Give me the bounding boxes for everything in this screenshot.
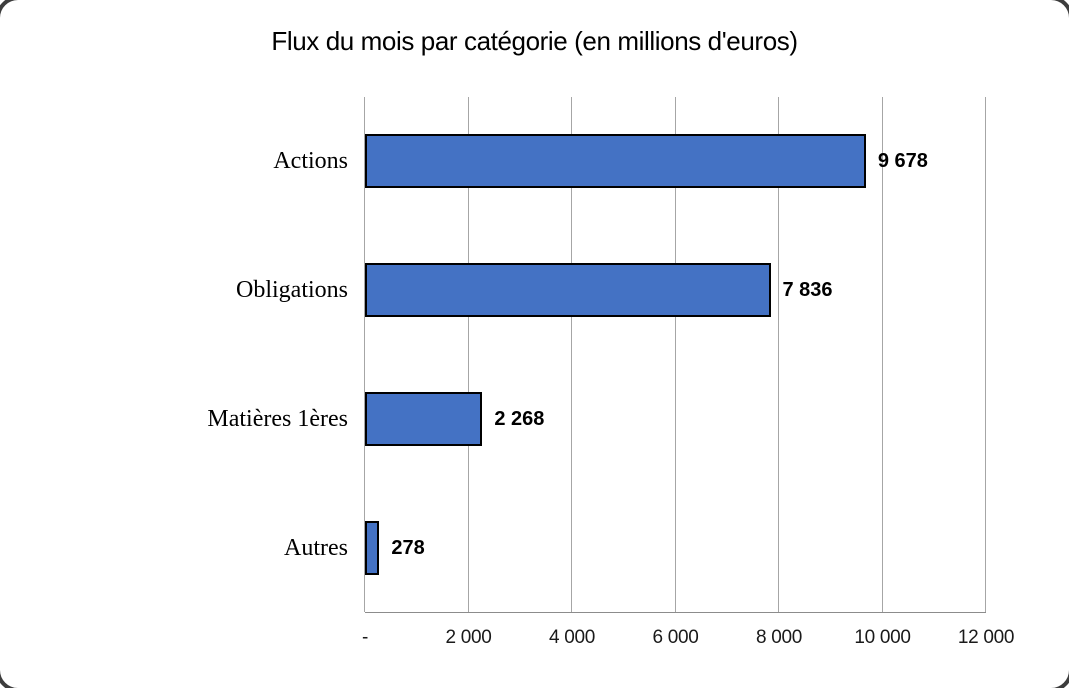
- gridline: [571, 97, 573, 612]
- gridline: [778, 97, 780, 612]
- plot-area: 9 678 7 836 2 268 278: [364, 97, 987, 613]
- x-tick-label-2: 4 000: [548, 627, 596, 648]
- gridline: [674, 97, 676, 612]
- bar-value-label-obligations: 7 836: [782, 279, 833, 302]
- x-tick-label-4: 8 000: [755, 627, 803, 648]
- x-tick-label-6: 12 000: [957, 627, 1015, 648]
- category-label-matieres-1eres: Matières 1ères: [207, 405, 348, 432]
- x-axis-line: [365, 612, 986, 613]
- bar-actions: [365, 134, 866, 189]
- category-label-actions: Actions: [273, 148, 348, 175]
- bar-value-label-matieres-1eres: 2 268: [494, 407, 545, 430]
- category-label-obligations: Obligations: [236, 277, 348, 304]
- bar-value-label-actions: 9 678: [877, 150, 928, 173]
- gridline: [881, 97, 883, 612]
- chart-title: Flux du mois par catégorie (en millions …: [271, 26, 798, 56]
- bar-obligations: [365, 263, 771, 318]
- gridline: [985, 97, 987, 612]
- bar-matieres-1eres: [365, 391, 483, 446]
- gridline: [364, 97, 366, 612]
- x-tick-label-0: -: [361, 627, 369, 648]
- x-tick-label-1: 2 000: [445, 627, 492, 648]
- x-tick-label-3: 6 000: [652, 627, 699, 648]
- x-tick-label-5: 10 000: [854, 627, 911, 648]
- category-label-autres: Autres: [284, 534, 348, 561]
- gridline: [467, 97, 469, 612]
- bar-value-label-autres: 278: [391, 536, 425, 559]
- bar-autres: [365, 520, 380, 575]
